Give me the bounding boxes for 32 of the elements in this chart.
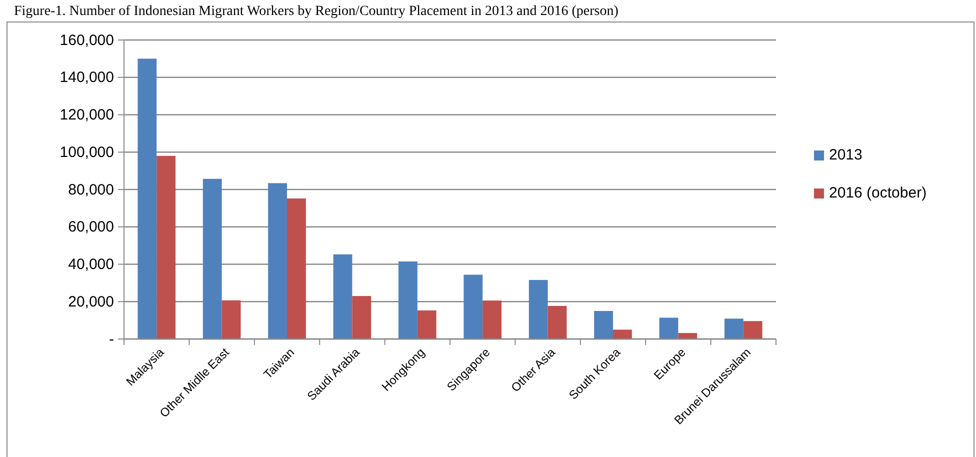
bar xyxy=(333,254,352,339)
bar xyxy=(528,280,548,339)
y-tick-label: 120,000 xyxy=(60,106,114,124)
y-tick-label: 20,000 xyxy=(68,293,114,310)
y-tick-label: 140,000 xyxy=(60,69,114,86)
bar xyxy=(352,296,372,339)
bar xyxy=(724,318,744,339)
bar xyxy=(482,300,502,339)
bar xyxy=(678,333,698,339)
legend-label: 2016 (october) xyxy=(829,184,927,202)
bar xyxy=(594,310,613,339)
bar xyxy=(156,156,176,339)
y-tick-label: - xyxy=(109,330,114,348)
y-tick-label: 60,000 xyxy=(68,218,114,236)
y-tick-label: 100,000 xyxy=(60,144,114,161)
bar xyxy=(548,306,567,339)
bar xyxy=(659,318,678,339)
bar xyxy=(138,58,157,339)
bar xyxy=(464,274,483,339)
y-tick-label: 40,000 xyxy=(68,256,114,274)
bar xyxy=(417,310,436,339)
y-tick-label: 80,000 xyxy=(68,181,114,198)
bar xyxy=(222,300,241,339)
legend-label: 2013 xyxy=(829,146,862,164)
y-tick-label: 160,000 xyxy=(60,32,114,49)
bar xyxy=(202,178,222,339)
bar xyxy=(398,261,418,339)
bar xyxy=(743,321,762,339)
bar xyxy=(613,330,632,339)
bar xyxy=(287,198,306,339)
bar xyxy=(268,183,287,339)
chart-title: Figure-1. Number of Indonesian Migrant Workers by Region/Country Placement in 2013 and 2016 (person) xyxy=(14,4,619,19)
